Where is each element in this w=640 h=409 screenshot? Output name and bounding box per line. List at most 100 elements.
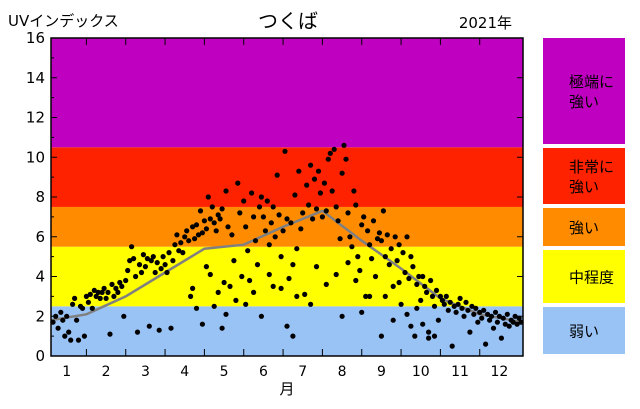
data-point [453,309,459,315]
data-point [479,315,485,321]
data-point [109,281,115,287]
data-point [300,210,306,216]
data-point [111,293,117,299]
data-point [396,279,402,286]
data-point [270,283,276,289]
data-point [367,293,373,299]
data-point [351,188,357,194]
data-point [445,307,451,313]
data-point [107,331,113,337]
data-point [496,313,502,319]
daily-points-layer [50,142,524,349]
data-point [146,323,152,329]
data-point [152,269,158,276]
data-point [123,277,129,284]
data-point [422,283,428,289]
data-point [490,325,497,331]
data-point [433,287,440,293]
data-point [459,305,465,311]
data-point [203,264,209,270]
data-point [477,309,483,315]
data-point [398,301,404,307]
data-point [245,248,251,254]
data-point [195,232,202,238]
data-point [136,262,143,268]
data-point [502,321,508,327]
data-point [359,309,365,315]
y-tick-label: 14 [26,69,45,87]
data-point [221,279,227,286]
data-point [190,285,196,291]
data-point [178,240,184,246]
data-point [127,258,133,264]
data-point [431,333,438,339]
data-point [170,258,176,264]
data-point [140,252,146,258]
data-point [302,291,308,297]
legend-label: 強い [569,178,599,196]
data-point [404,234,410,240]
data-point [443,293,449,299]
data-point [372,273,379,280]
data-point [278,254,284,260]
data-point [402,269,408,276]
data-point [55,325,61,331]
data-point [252,238,259,244]
data-point [197,208,204,214]
data-point [199,321,205,327]
data-point [410,264,416,270]
data-point [424,289,430,295]
data-point [396,242,402,248]
data-point [367,242,373,248]
y-tick-label: 10 [26,148,45,166]
data-point [233,297,239,303]
data-point [451,303,457,309]
data-point [231,258,237,264]
data-point [467,329,473,335]
data-point [72,295,78,301]
y-axis: 0 2 4 6 8 10 12 14 16 [26,29,523,365]
data-point [408,254,414,260]
data-point [68,337,74,343]
x-tick-label: 8 [338,364,347,380]
data-point [97,295,103,301]
data-point [190,224,196,230]
data-point [284,323,290,329]
data-point [431,303,438,309]
data-point [388,246,394,252]
legend-swatch [543,38,625,144]
data-point [483,341,489,347]
data-point [138,269,145,276]
data-point [133,273,139,280]
data-point [148,258,154,264]
data-point [74,317,80,323]
data-point [205,194,211,200]
data-point [471,311,477,317]
data-point [412,333,418,339]
data-point [91,287,97,293]
data-point [323,208,329,214]
data-point [193,305,200,311]
legend-swatch [543,148,625,204]
data-point [321,180,327,186]
data-point [237,210,243,216]
data-point [378,238,384,244]
data-point [418,297,424,303]
data-point [64,313,70,319]
data-point [390,283,396,289]
data-point [335,218,341,224]
data-point [62,333,68,339]
data-point [93,293,99,299]
data-point [213,228,219,234]
data-point [188,293,194,299]
data-point [186,238,192,244]
data-point [457,295,463,301]
data-point [223,311,229,317]
legend-label: 極端に [569,73,614,91]
data-point [211,220,217,226]
data-point [331,146,337,152]
data-point [378,333,384,339]
data-point [270,204,276,210]
